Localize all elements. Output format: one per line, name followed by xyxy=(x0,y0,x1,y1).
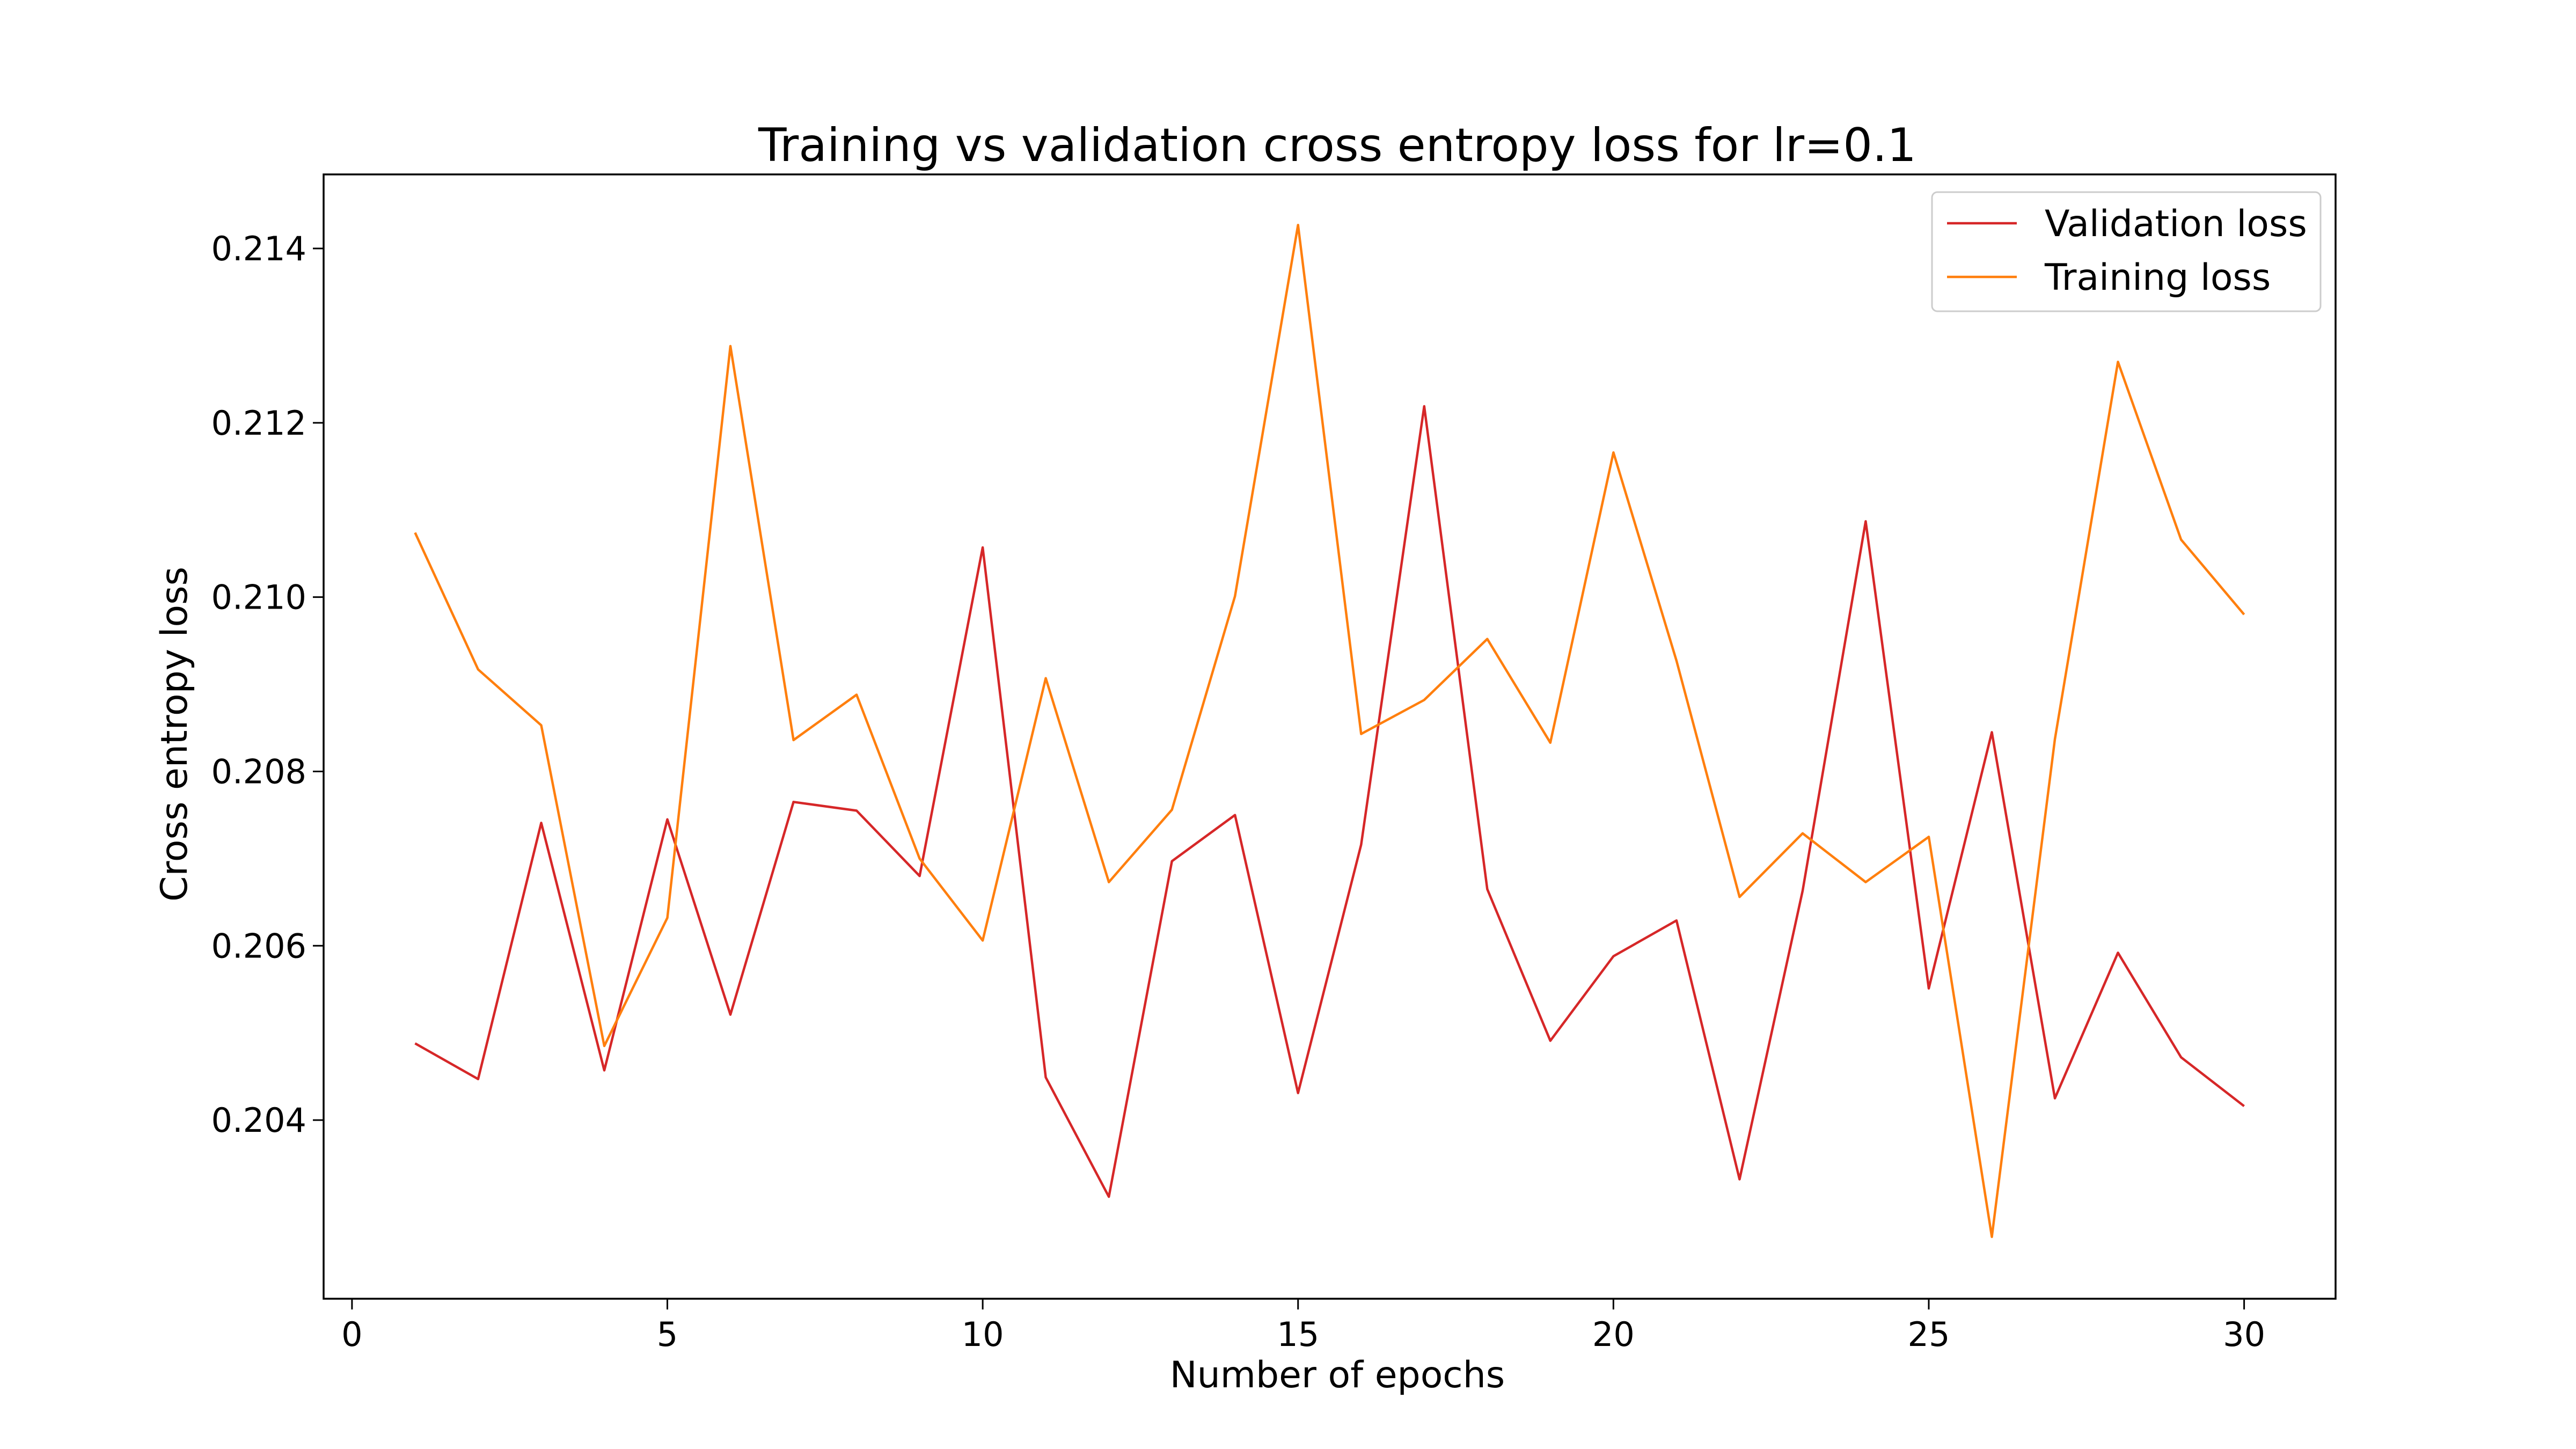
y-tick-label: 0.212 xyxy=(211,404,307,443)
legend-label: Training loss xyxy=(2044,257,2271,299)
x-tick-label: 10 xyxy=(962,1315,1004,1354)
x-axis: 0 5 10 15 20 25 30 xyxy=(341,1299,2265,1354)
x-tick-label: 0 xyxy=(341,1315,362,1354)
x-tick-label: 15 xyxy=(1277,1315,1319,1354)
y-tick-label: 0.206 xyxy=(211,926,307,965)
plot-frame xyxy=(323,173,2337,1300)
x-tick-label: 20 xyxy=(1592,1315,1635,1354)
y-tick-label: 0.214 xyxy=(211,229,307,268)
x-tick-label: 5 xyxy=(657,1315,678,1354)
series-line-validation xyxy=(414,405,2245,1198)
chart-title: Training vs validation cross entropy los… xyxy=(758,119,1916,172)
y-axis-title: Cross entropy loss xyxy=(153,567,196,902)
x-axis-title: Number of epochs xyxy=(1170,1354,1505,1396)
y-tick-label: 0.210 xyxy=(211,578,307,617)
y-tick-label: 0.208 xyxy=(211,752,307,791)
x-tick-label: 30 xyxy=(2223,1315,2265,1354)
y-tick-label: 0.204 xyxy=(211,1101,307,1140)
plot-area xyxy=(414,223,2245,1238)
legend-label: Validation loss xyxy=(2045,203,2307,245)
x-tick-label: 25 xyxy=(1908,1315,1950,1354)
y-axis: 0.204 0.206 0.208 0.210 0.212 0.214 xyxy=(211,229,324,1140)
legend: Validation loss Training loss xyxy=(1931,191,2322,312)
legend-box xyxy=(1931,191,2322,312)
series-line-training xyxy=(414,223,2245,1238)
